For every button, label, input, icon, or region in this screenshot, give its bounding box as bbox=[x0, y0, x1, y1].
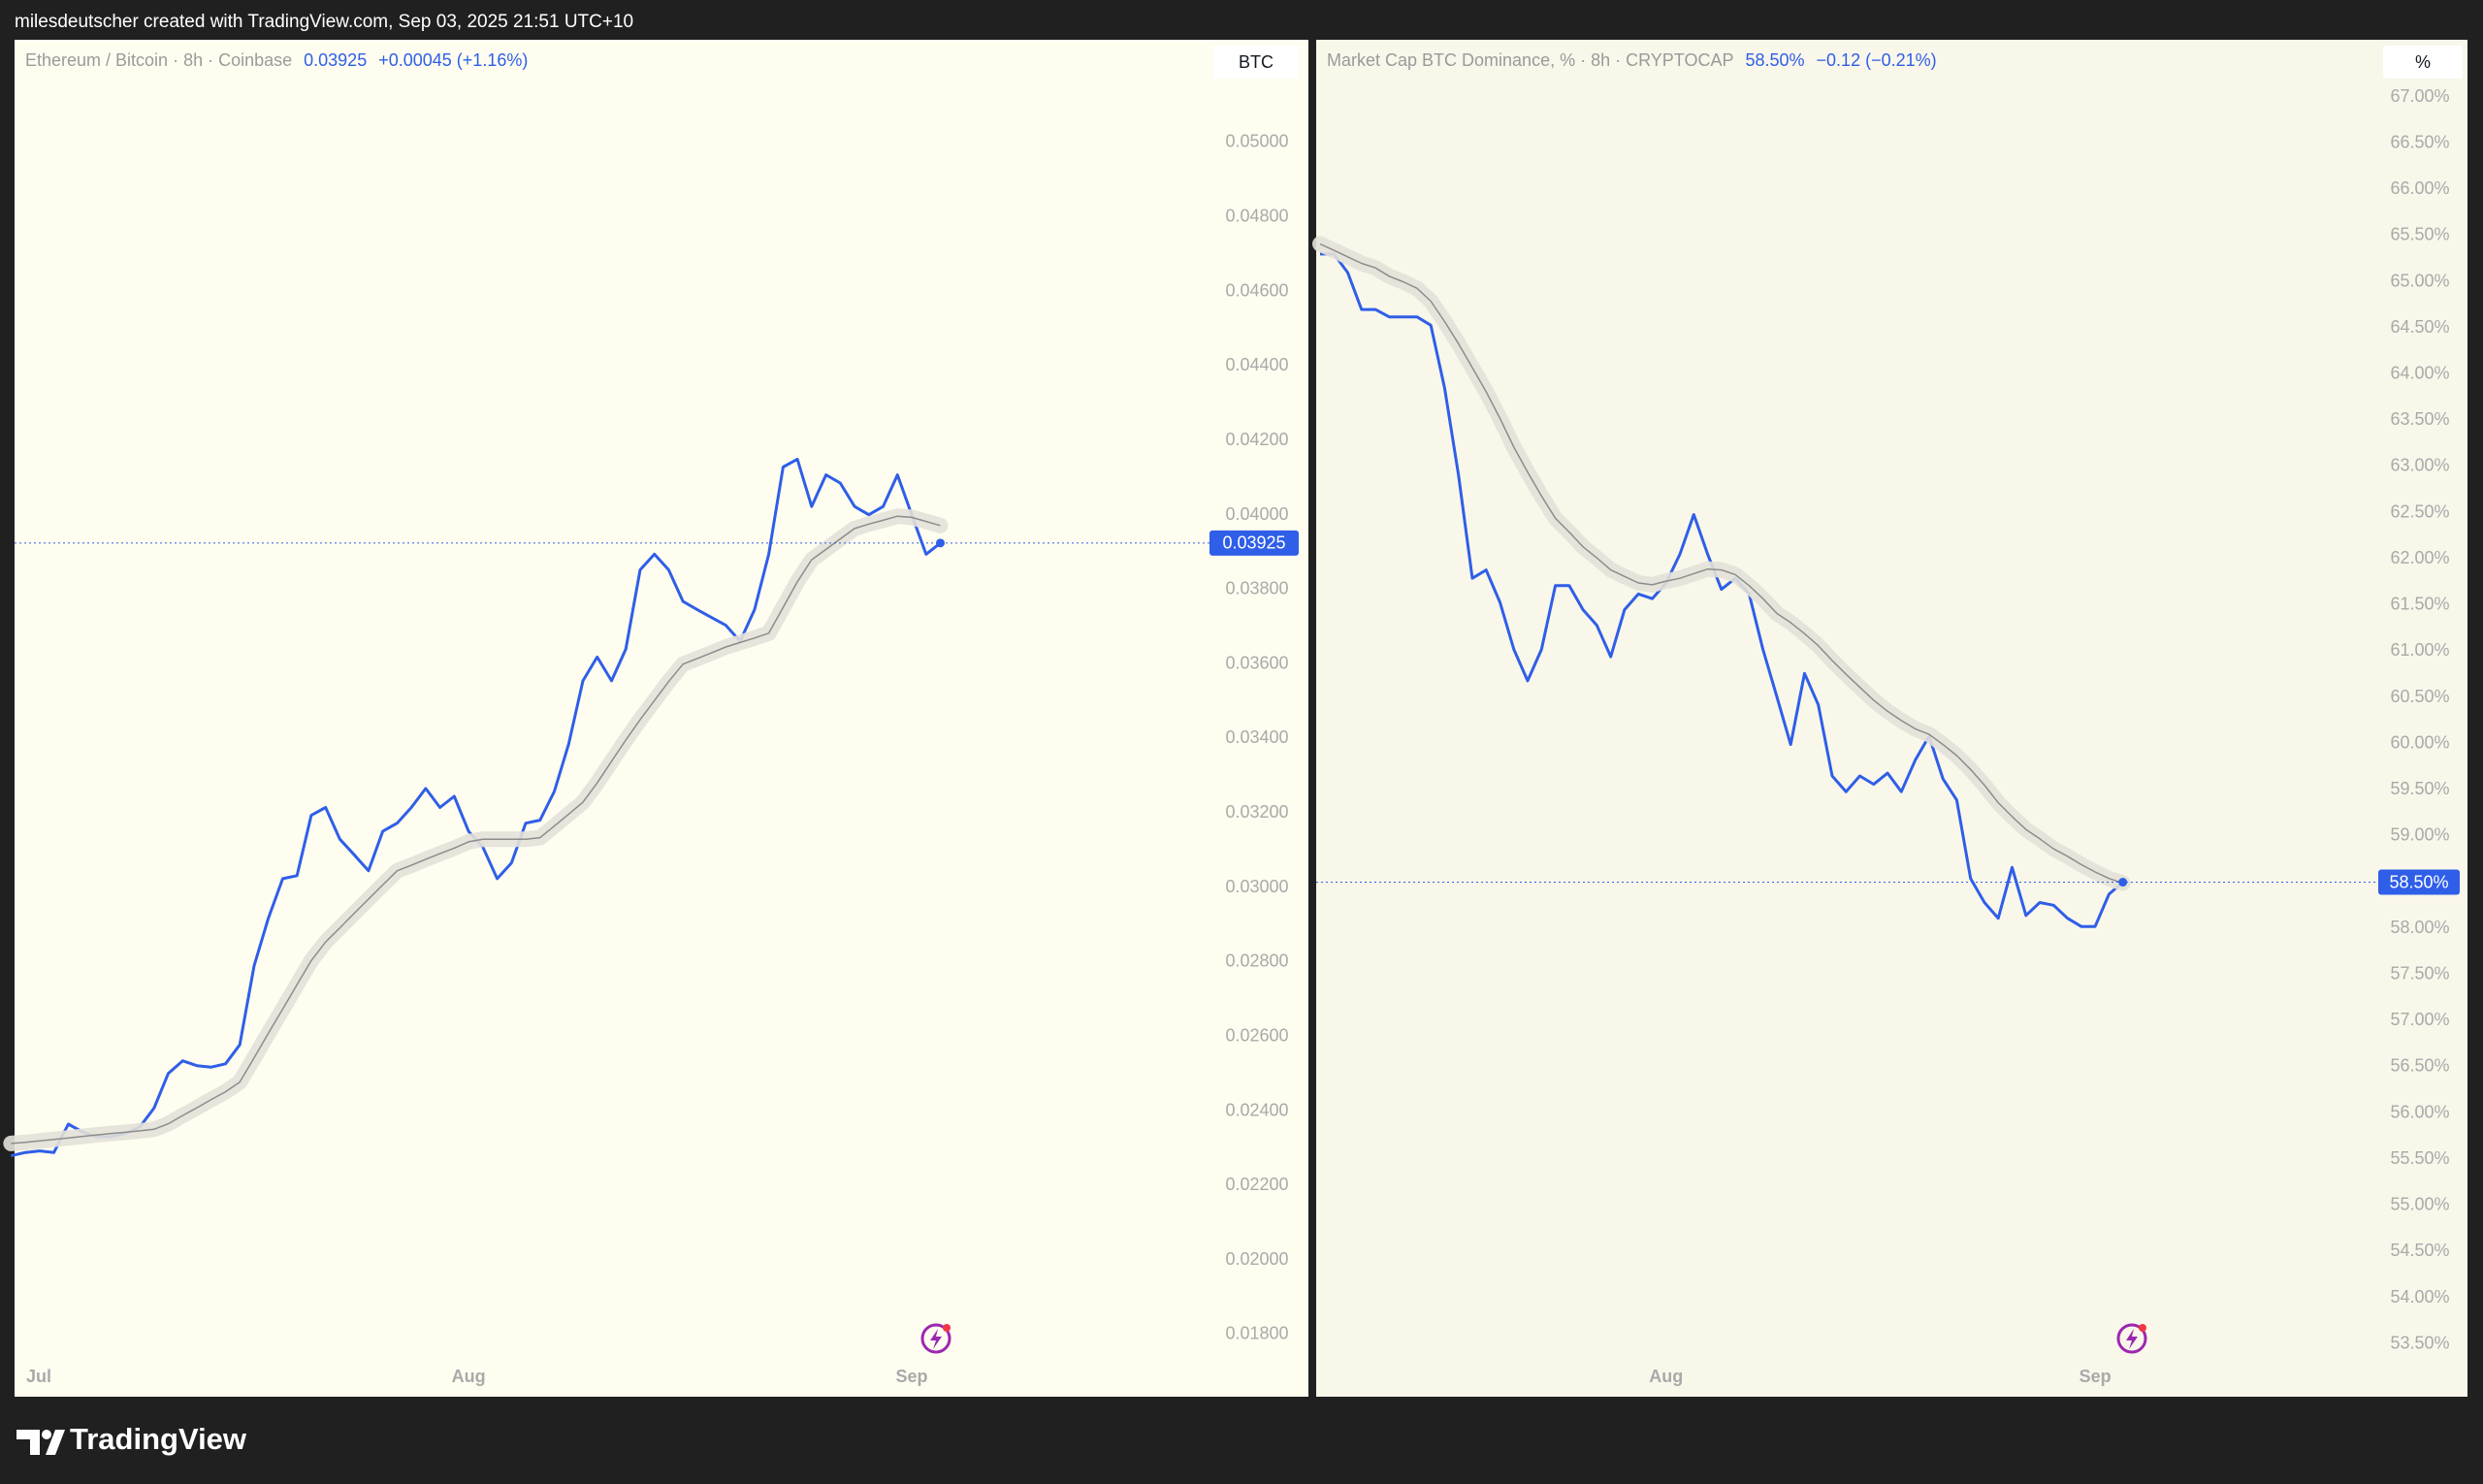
change: −0.12 (−0.21%) bbox=[1817, 50, 1937, 70]
unit-label: % bbox=[2415, 52, 2431, 72]
y-tick-label: 0.01800 bbox=[1225, 1324, 1288, 1343]
y-tick-label: 63.50% bbox=[2390, 409, 2449, 429]
alert-ring bbox=[920, 1323, 951, 1354]
logo-text: TradingView bbox=[70, 1422, 247, 1456]
y-tick-label: 59.00% bbox=[2390, 825, 2449, 845]
alert-bolt bbox=[2126, 1329, 2138, 1349]
y-tick-label: 65.50% bbox=[2390, 225, 2449, 244]
last-point bbox=[936, 538, 945, 548]
last-value: 0.03925 bbox=[304, 50, 367, 70]
y-tick-label: 0.03200 bbox=[1225, 802, 1288, 822]
symbol-title: Market Cap BTC Dominance, % · 8h · CRYPT… bbox=[1327, 50, 1733, 70]
x-tick-label: Sep bbox=[896, 1367, 928, 1386]
last-value: 58.50% bbox=[1745, 50, 1804, 70]
y-tick-label: 0.03400 bbox=[1225, 727, 1288, 747]
y-tick-label: 0.03800 bbox=[1225, 579, 1288, 598]
y-tick-label: 55.00% bbox=[2390, 1195, 2449, 1214]
logo-mark-slash bbox=[46, 1430, 65, 1455]
y-tick-label: 58.00% bbox=[2390, 918, 2449, 937]
y-tick-label: 57.50% bbox=[2390, 963, 2449, 983]
y-tick-label: 0.02200 bbox=[1225, 1175, 1288, 1194]
y-tick-label: 65.00% bbox=[2390, 271, 2449, 290]
y-tick-label: 56.00% bbox=[2390, 1102, 2449, 1121]
y-tick-label: 66.00% bbox=[2390, 178, 2449, 198]
y-tick-label: 64.00% bbox=[2390, 363, 2449, 382]
symbol-title: Ethereum / Bitcoin · 8h · Coinbase bbox=[25, 50, 292, 70]
x-tick-label: Sep bbox=[2080, 1367, 2112, 1386]
y-tick-label: 67.00% bbox=[2390, 86, 2449, 106]
last-price-label: 58.50% bbox=[2389, 872, 2448, 891]
y-tick-label: 61.00% bbox=[2390, 640, 2449, 660]
unit-box bbox=[1213, 46, 1299, 79]
y-tick-label: 66.50% bbox=[2390, 132, 2449, 151]
last-price-label: 0.03925 bbox=[1222, 533, 1285, 553]
y-tick-label: 54.00% bbox=[2390, 1287, 2449, 1307]
left-panel bbox=[15, 40, 1308, 1397]
last-price-box bbox=[2378, 869, 2460, 895]
legend-header: Market Cap BTC Dominance, % · 8h · CRYPT… bbox=[1327, 50, 1937, 70]
y-tick-label: 55.50% bbox=[2390, 1148, 2449, 1168]
y-tick-label: 59.50% bbox=[2390, 779, 2449, 798]
y-tick-label: 54.50% bbox=[2390, 1241, 2449, 1260]
legend-header: Ethereum / Bitcoin · 8h · Coinbase 0.0392… bbox=[25, 50, 528, 70]
x-tick-label: Aug bbox=[1649, 1367, 1683, 1386]
price-line bbox=[1320, 252, 2124, 928]
logo-mark-dot bbox=[42, 1430, 51, 1439]
y-tick-label: 0.04400 bbox=[1225, 355, 1288, 374]
x-tick-label: Aug bbox=[452, 1367, 486, 1386]
y-tick-label: 0.02400 bbox=[1225, 1100, 1288, 1119]
y-tick-label: 64.50% bbox=[2390, 317, 2449, 337]
y-tick-label: 53.50% bbox=[2390, 1333, 2449, 1352]
unit-label: BTC bbox=[1239, 52, 1274, 72]
y-tick-label: 62.50% bbox=[2390, 501, 2449, 521]
unit-box bbox=[2383, 46, 2463, 79]
y-tick-label: 63.00% bbox=[2390, 456, 2449, 475]
alert-dot bbox=[943, 1324, 951, 1332]
x-tick-label: Jul bbox=[26, 1367, 51, 1386]
y-tick-label: 0.02000 bbox=[1225, 1249, 1288, 1269]
ma-line bbox=[11, 515, 941, 1145]
y-tick-label: 61.50% bbox=[2390, 595, 2449, 614]
y-tick-label: 56.50% bbox=[2390, 1056, 2449, 1076]
alert-dot bbox=[2139, 1324, 2146, 1332]
alert-icon-left bbox=[920, 1323, 951, 1354]
logo-mark-seven bbox=[16, 1430, 40, 1455]
y-tick-label: 0.03000 bbox=[1225, 877, 1288, 896]
change: +0.00045 (+1.16%) bbox=[378, 50, 528, 70]
y-tick-label: 57.00% bbox=[2390, 1010, 2449, 1029]
y-tick-label: 0.02800 bbox=[1225, 952, 1288, 971]
alert-bolt bbox=[930, 1329, 942, 1349]
y-tick-label: 0.05000 bbox=[1225, 132, 1288, 151]
y-tick-label: 0.04600 bbox=[1225, 280, 1288, 300]
alert-ring bbox=[2116, 1323, 2147, 1354]
last-price-box bbox=[1209, 530, 1299, 556]
ma-line bbox=[1319, 242, 2123, 885]
y-tick-label: 0.03600 bbox=[1225, 653, 1288, 672]
y-tick-label: 62.00% bbox=[2390, 548, 2449, 567]
y-tick-label: 60.50% bbox=[2390, 687, 2449, 706]
y-tick-label: 0.04000 bbox=[1225, 504, 1288, 524]
alert-icon-right bbox=[2116, 1323, 2147, 1354]
y-tick-label: 0.04800 bbox=[1225, 207, 1288, 226]
y-tick-label: 0.04200 bbox=[1225, 430, 1288, 449]
tradingview-logo: TradingView bbox=[16, 1422, 247, 1456]
share-caption: milesdeutscher created with TradingView.… bbox=[15, 12, 633, 32]
y-tick-label: 60.00% bbox=[2390, 732, 2449, 752]
y-tick-label: 0.02600 bbox=[1225, 1025, 1288, 1045]
